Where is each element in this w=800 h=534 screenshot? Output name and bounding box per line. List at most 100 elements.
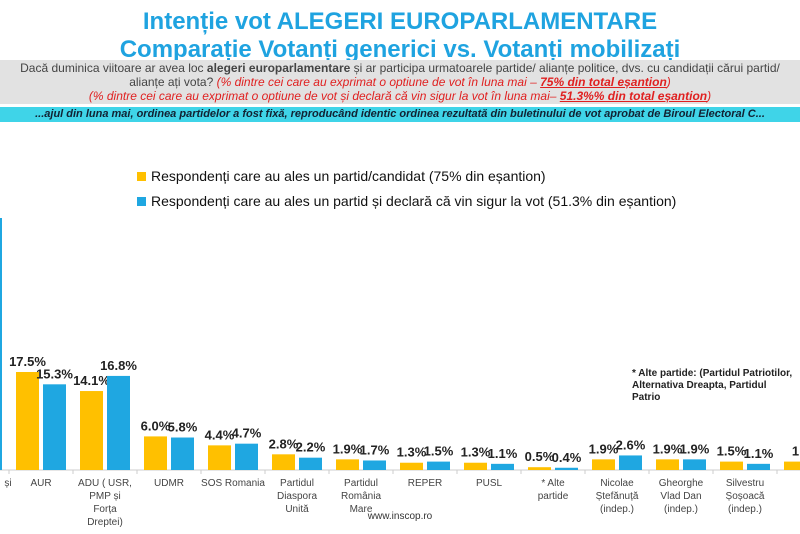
data-label: 14.1% xyxy=(73,373,110,388)
bar-generic xyxy=(336,459,359,470)
bar-mobilized xyxy=(107,375,130,470)
data-label: 1.1% xyxy=(744,446,774,461)
bar-generic xyxy=(720,461,743,470)
question-post: și ar participa urmatoarele partide/ ali… xyxy=(129,61,780,89)
question-bold: alegeri europarlamentare xyxy=(206,61,351,75)
bar-mobilized xyxy=(363,460,386,470)
bar-mobilized xyxy=(235,443,258,470)
data-label: 1.9% xyxy=(333,441,363,456)
bar-generic xyxy=(656,459,679,470)
bar-mobilized xyxy=(619,455,642,470)
data-label: 1 xyxy=(792,444,799,459)
category-label: și xyxy=(4,478,11,489)
data-label: 2.6% xyxy=(616,437,646,452)
bar-generic xyxy=(16,372,39,470)
legend-swatch-blue xyxy=(137,197,146,206)
legend-item-mobilized: Respondenți care au ales un partid și de… xyxy=(137,193,676,209)
title-line2: Comparație Votanți generici vs. Votanți … xyxy=(119,36,681,63)
category-label: Vlad Dan xyxy=(660,491,701,502)
bar-generic xyxy=(592,459,615,470)
bar-generic xyxy=(464,462,487,470)
data-label: 4.7% xyxy=(232,426,262,441)
data-label: 1.9% xyxy=(680,441,710,456)
note1: (% dintre cei care au exprimat o optiune… xyxy=(217,75,671,89)
bar-mobilized xyxy=(747,463,770,470)
category-label: Diaspora xyxy=(277,491,317,502)
data-label: 0.5% xyxy=(525,449,555,464)
bar-mobilized xyxy=(171,437,194,470)
data-label: 16.8% xyxy=(100,358,137,373)
legend-label: Respondenți care au ales un partid/candi… xyxy=(151,168,546,184)
bar-mobilized xyxy=(683,459,706,470)
data-label: 1.3% xyxy=(397,445,427,460)
data-label: 1.3% xyxy=(461,445,491,460)
legend-swatch-yellow xyxy=(137,172,146,181)
bar-mobilized xyxy=(491,463,514,470)
data-label: 1.5% xyxy=(424,444,454,459)
data-label: 15.3% xyxy=(36,366,73,381)
bar-mobilized xyxy=(555,467,578,470)
data-label: 1.7% xyxy=(360,442,390,457)
category-label: Unită xyxy=(285,504,309,515)
data-label: 1.5% xyxy=(717,444,747,459)
category-label: partide xyxy=(538,491,569,502)
category-label: PUSL xyxy=(476,478,503,489)
bar-mobilized xyxy=(0,218,2,470)
note2-underline: 51.3%% din total eșantion xyxy=(559,89,708,103)
note1-text: (% dintre cei care au exprimat o optiune… xyxy=(216,75,541,89)
category-label: Partidul xyxy=(344,478,378,489)
footnote: * Alte partide: (Partidul Patriotilor, Al… xyxy=(632,368,796,404)
category-label: (indep.) xyxy=(728,504,762,515)
bar-generic xyxy=(528,467,551,470)
bar-generic xyxy=(208,445,231,470)
category-label: AUR xyxy=(30,478,51,489)
legend-item-generic: Respondenți care au ales un partid/candi… xyxy=(137,168,546,184)
data-label: 1.9% xyxy=(589,441,619,456)
title-line1: Intenție vot ALEGERI EUROPARLAMENTARE xyxy=(142,8,658,35)
category-label: Silvestru xyxy=(726,478,764,489)
category-label: * Alte xyxy=(541,478,565,489)
note2-text: (% dintre cei care au exprimat o optiune… xyxy=(88,89,560,103)
banner: ...ajul din luna mai, ordinea partidelor… xyxy=(0,107,800,122)
data-label: 1.9% xyxy=(653,441,683,456)
category-label: Dreptei) xyxy=(87,517,123,528)
bar-mobilized xyxy=(43,384,66,470)
bar-generic xyxy=(80,391,103,470)
data-label: 2.2% xyxy=(296,440,326,455)
bar-generic xyxy=(272,454,295,470)
website: www.inscop.ro xyxy=(367,511,433,522)
category-label: Nicolae xyxy=(600,478,634,489)
bar-generic xyxy=(144,436,167,470)
question-text: Dacă duminica viitoare ar avea loc alege… xyxy=(6,61,794,89)
note2-end: ) xyxy=(707,89,712,103)
data-label: 0.4% xyxy=(552,450,582,465)
category-label: Partidul xyxy=(280,478,314,489)
data-label: 6.0% xyxy=(141,418,171,433)
category-label: Șoșoacă xyxy=(726,491,765,502)
category-label: Ștefănuță xyxy=(596,491,639,502)
footnote-line2: Alternativa Dreapta, Partidul Patrio xyxy=(632,380,767,403)
legend-label: Respondenți care au ales un partid și de… xyxy=(151,193,677,209)
category-label: ADU ( USR, xyxy=(78,478,132,489)
category-label: UDMR xyxy=(154,478,184,489)
bar-generic xyxy=(400,462,423,470)
category-label: SOS Romania xyxy=(201,478,265,489)
category-label: PMP și xyxy=(89,491,121,502)
category-label: Mare xyxy=(350,504,373,515)
data-label: 17.5% xyxy=(9,354,46,369)
question-pre: Dacă duminica viitoare ar avea loc xyxy=(20,61,207,75)
footnote-line1: * Alte partide: (Partidul Patriotilor, xyxy=(632,368,793,379)
category-label: REPER xyxy=(408,478,442,489)
data-label: 5.8% xyxy=(168,420,198,435)
note1-underline: 75% din total eșantion xyxy=(540,75,667,89)
bar-mobilized xyxy=(299,457,322,470)
category-label: România xyxy=(341,491,381,502)
data-label: 1.1% xyxy=(488,446,518,461)
note1-end: ) xyxy=(666,75,671,89)
data-label: 2.8% xyxy=(269,436,299,451)
category-label: Forța xyxy=(93,504,117,515)
header-block: Dacă duminica viitoare ar avea loc alege… xyxy=(0,60,800,122)
question-box: Dacă duminica viitoare ar avea loc alege… xyxy=(0,60,800,104)
category-label: (indep.) xyxy=(600,504,634,515)
